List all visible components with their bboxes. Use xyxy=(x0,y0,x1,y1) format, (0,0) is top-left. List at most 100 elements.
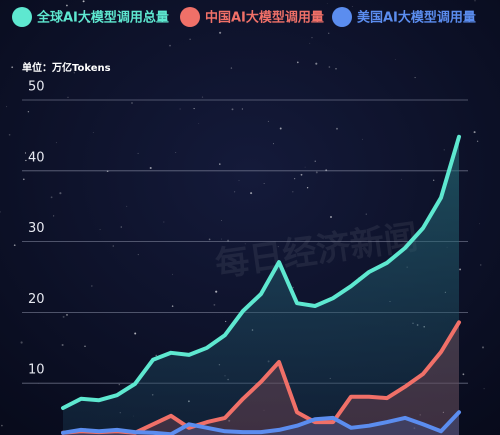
star xyxy=(279,127,282,130)
star xyxy=(55,142,57,144)
star xyxy=(171,305,174,307)
star xyxy=(314,160,316,162)
star xyxy=(326,3,328,4)
star xyxy=(480,264,482,266)
star xyxy=(99,228,101,231)
star xyxy=(306,187,309,189)
plot: 10 20 30 40 50 xyxy=(22,80,468,435)
star xyxy=(172,273,173,275)
star xyxy=(296,61,299,64)
star xyxy=(1,424,3,427)
star xyxy=(311,36,313,39)
star xyxy=(193,108,195,110)
star xyxy=(328,32,330,34)
star xyxy=(294,178,296,180)
legend-label: 美国AI大模型调用量 xyxy=(357,10,476,26)
star xyxy=(84,345,86,347)
star xyxy=(443,149,445,151)
star xyxy=(6,106,8,108)
y-tick-label: 10 xyxy=(28,363,45,378)
star xyxy=(479,223,481,225)
star xyxy=(273,143,274,145)
star xyxy=(91,285,93,287)
y-tick-label: 50 xyxy=(28,80,45,95)
star xyxy=(11,66,14,69)
star xyxy=(134,332,137,335)
area xyxy=(63,322,459,435)
star xyxy=(329,215,333,219)
star xyxy=(201,96,204,98)
star xyxy=(126,205,128,207)
star xyxy=(8,134,11,136)
star xyxy=(137,254,139,256)
star xyxy=(73,72,75,74)
star xyxy=(62,315,65,318)
star xyxy=(309,42,311,44)
star xyxy=(246,22,248,24)
star xyxy=(163,221,165,223)
star xyxy=(335,67,337,70)
star xyxy=(22,178,25,181)
star xyxy=(459,268,462,271)
star xyxy=(120,226,123,228)
star xyxy=(221,238,222,240)
star xyxy=(234,191,236,193)
unit-label: 单位：万亿Tokens xyxy=(22,61,111,74)
star xyxy=(87,20,90,23)
star xyxy=(179,108,181,110)
star xyxy=(241,108,244,110)
star xyxy=(292,191,294,193)
star xyxy=(52,215,55,217)
legend-marker xyxy=(12,7,32,27)
star xyxy=(300,173,303,176)
star xyxy=(131,102,133,104)
star xyxy=(219,163,221,165)
star xyxy=(474,0,476,2)
star xyxy=(365,213,367,215)
star xyxy=(50,196,53,199)
star xyxy=(414,77,416,79)
y-tick-label: 20 xyxy=(28,292,45,307)
star xyxy=(304,166,306,168)
star xyxy=(25,159,27,162)
star xyxy=(155,354,157,357)
star xyxy=(221,219,222,221)
legend-marker xyxy=(180,7,200,27)
star xyxy=(267,120,269,122)
star xyxy=(277,246,279,248)
star xyxy=(34,69,36,71)
star xyxy=(67,96,69,99)
star xyxy=(250,192,253,195)
legend-marker xyxy=(332,7,352,27)
star xyxy=(82,0,85,3)
star xyxy=(315,171,318,174)
star xyxy=(31,154,33,156)
star xyxy=(244,243,246,245)
y-tick-label: 40 xyxy=(28,150,45,165)
star xyxy=(0,211,1,213)
star xyxy=(92,131,94,133)
star xyxy=(362,138,363,140)
star xyxy=(400,178,402,180)
star xyxy=(208,238,211,241)
star xyxy=(175,151,177,153)
star xyxy=(59,192,62,195)
star xyxy=(24,152,27,154)
star xyxy=(351,6,353,7)
area xyxy=(63,136,459,435)
star xyxy=(231,108,234,111)
star xyxy=(394,58,396,60)
star xyxy=(328,66,331,68)
star xyxy=(292,286,294,289)
star xyxy=(433,179,435,181)
star xyxy=(164,11,166,13)
legend-label: 中国AI大模型调用量 xyxy=(205,10,324,26)
star xyxy=(27,111,30,113)
line xyxy=(61,134,461,410)
star xyxy=(473,131,476,134)
star xyxy=(276,9,278,12)
star xyxy=(230,67,233,69)
line xyxy=(61,410,461,435)
